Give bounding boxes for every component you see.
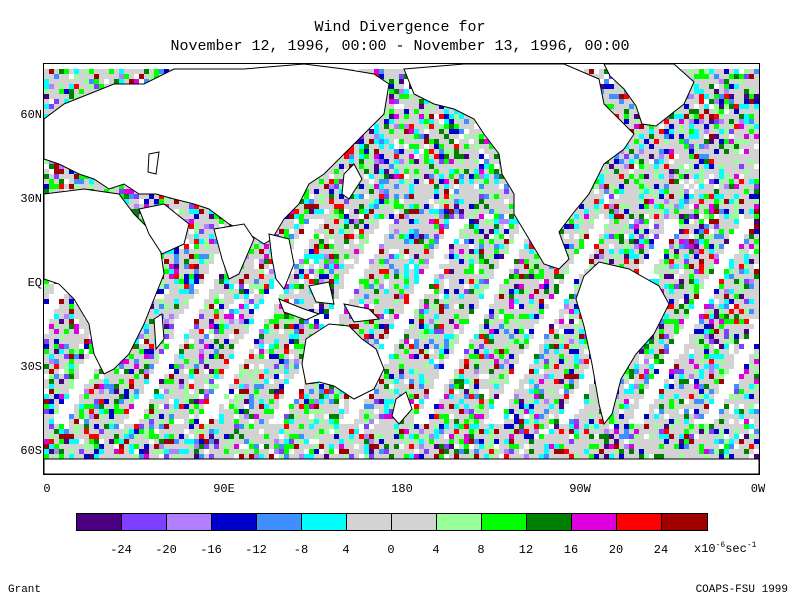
landmass-madagascar [153,313,165,351]
colorbar-swatch [617,514,662,530]
landmass-greenland [603,64,695,127]
colorbar-swatch [212,514,257,530]
colorbar-tick-label: 8 [477,543,485,557]
author-credit: Grant [8,584,42,596]
landmass-southeast-asia [268,233,295,290]
colorbar-tick-label: 0 [387,543,395,557]
colorbar-swatch [122,514,167,530]
landmass-eurasia [44,64,390,245]
colorbar-swatch [302,514,347,530]
landmass-north-america [403,64,635,270]
colorbar-tick-label: -12 [245,543,267,557]
landmass-japan [341,163,363,200]
colorbar-swatch [572,514,617,530]
colorbar-swatch [347,514,392,530]
colorbar-tick-label: 4 [342,543,350,557]
lon-label-0w: 0W [750,482,766,496]
landmass-south-america [575,261,670,426]
units-suffix-exp: -1 [746,541,757,550]
colorbar-swatch [437,514,482,530]
colorbar-swatch [392,514,437,530]
lat-label-eq: EQ [27,276,42,290]
colorbar-tick-label: -16 [200,543,222,557]
colorbar-tick-label: 12 [518,543,534,557]
colorbar-units: x10-6sec-1 [694,541,756,556]
landmass-new-zealand [391,391,413,425]
colorbar-swatch [77,514,122,530]
colorbar-tick-label: -8 [293,543,309,557]
caspian-sea [147,151,160,175]
colorbar-swatch [482,514,527,530]
units-suffix: sec [725,542,747,556]
lon-label-90e: 90E [213,482,235,496]
landmass-africa [44,188,165,375]
units-exp: -6 [715,541,726,550]
colorbar-tick-label: 24 [653,543,669,557]
colorbar-tick-label: 4 [432,543,440,557]
colorbar-swatch [527,514,572,530]
map-subtitle: November 12, 1996, 00:00 - November 13, … [170,38,630,55]
lon-label-180: 180 [391,482,413,496]
colorbar-legend [76,513,708,531]
lat-label-60n: 60N [20,108,42,122]
map-title: Wind Divergence for [314,19,486,36]
map-canvas [44,64,759,474]
landmass-india [213,223,255,280]
landmass-new-guinea [343,303,381,323]
units-base: x10 [694,542,716,556]
landmass-arabia [138,203,190,255]
lat-label-30n: 30N [20,192,42,206]
map-plot-area [43,63,760,475]
colorbar-swatch [662,514,707,530]
land-masses [44,64,759,474]
colorbar-tick-label: -24 [110,543,132,557]
landmass-indonesia-2 [308,281,335,305]
colorbar-swatch [257,514,302,530]
lon-label-90w: 90W [569,482,591,496]
institution-credit: COAPS-FSU 1999 [695,584,788,596]
colorbar-tick-label: 20 [608,543,624,557]
landmass-antarctica [44,458,759,474]
colorbar-tick-label: -20 [155,543,177,557]
landmass-australia [301,323,385,400]
colorbar-swatch [167,514,212,530]
landmass-indonesia-1 [278,298,321,321]
lat-label-30s: 30S [20,360,42,374]
lon-label-0: 0 [43,482,51,496]
colorbar-tick-label: 16 [563,543,579,557]
lat-label-60s: 60S [20,444,42,458]
